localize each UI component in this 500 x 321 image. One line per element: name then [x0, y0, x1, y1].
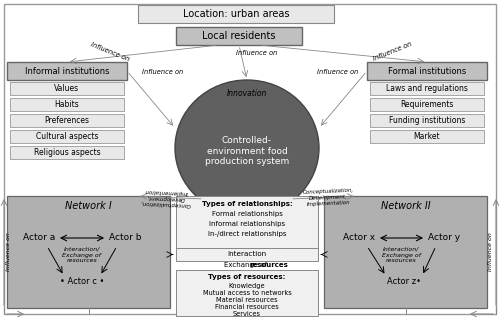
FancyBboxPatch shape — [370, 82, 484, 95]
FancyBboxPatch shape — [10, 114, 124, 127]
Text: Preferences: Preferences — [44, 116, 90, 125]
FancyBboxPatch shape — [176, 196, 318, 248]
Text: Types of resources:: Types of resources: — [208, 274, 286, 280]
Text: Interaction: Interaction — [228, 251, 266, 257]
Text: Controlled-
environment food
production system: Controlled- environment food production … — [205, 136, 289, 166]
Text: Laws and regulations: Laws and regulations — [386, 84, 468, 93]
Text: Network I: Network I — [65, 201, 112, 211]
FancyBboxPatch shape — [7, 196, 170, 308]
Text: In-/direct relationships: In-/direct relationships — [208, 231, 286, 237]
Text: Requirements: Requirements — [400, 100, 454, 109]
Text: Actor y: Actor y — [428, 233, 460, 242]
Text: Interaction/
Exchange of
resources: Interaction/ Exchange of resources — [382, 247, 421, 263]
Text: Location: urban areas: Location: urban areas — [183, 9, 289, 19]
FancyBboxPatch shape — [370, 98, 484, 111]
FancyBboxPatch shape — [176, 248, 318, 261]
Text: Formal institutions: Formal institutions — [388, 66, 466, 75]
Text: Informal institutions: Informal institutions — [25, 66, 109, 75]
FancyBboxPatch shape — [10, 82, 124, 95]
Text: • Actor c •: • Actor c • — [60, 276, 104, 285]
Text: Actor x: Actor x — [343, 233, 375, 242]
Text: Services: Services — [233, 311, 261, 317]
Text: resources: resources — [250, 262, 288, 268]
Text: Habits: Habits — [54, 100, 80, 109]
Text: Informal relationships: Informal relationships — [209, 221, 285, 227]
FancyBboxPatch shape — [176, 27, 302, 45]
Text: Values: Values — [54, 84, 80, 93]
Text: Formal relationships: Formal relationships — [212, 211, 282, 217]
Text: Conceptualization,
Development,
Implementation: Conceptualization, Development, Implemen… — [302, 188, 354, 207]
Text: Interaction/
Exchange of
resources: Interaction/ Exchange of resources — [62, 247, 102, 263]
Text: Types of relationships:: Types of relationships: — [202, 201, 292, 207]
FancyBboxPatch shape — [324, 196, 487, 308]
Text: Influence on: Influence on — [142, 69, 184, 75]
FancyBboxPatch shape — [370, 130, 484, 143]
Text: Mutual access to networks: Mutual access to networks — [202, 290, 292, 296]
FancyBboxPatch shape — [7, 62, 127, 80]
Text: Market: Market — [414, 132, 440, 141]
FancyBboxPatch shape — [370, 114, 484, 127]
Text: Actor z•: Actor z• — [387, 276, 421, 285]
Text: Knowledge: Knowledge — [228, 283, 266, 289]
FancyBboxPatch shape — [10, 130, 124, 143]
Text: Actor a: Actor a — [23, 233, 55, 242]
Text: Actor b: Actor b — [109, 233, 142, 242]
Text: Material resources: Material resources — [216, 297, 278, 303]
Text: Exchange of: Exchange of — [224, 262, 270, 268]
Ellipse shape — [175, 80, 319, 216]
Text: Funding institutions: Funding institutions — [389, 116, 465, 125]
FancyBboxPatch shape — [4, 4, 496, 314]
Text: Influence on: Influence on — [372, 40, 412, 62]
Text: Influence on: Influence on — [90, 41, 130, 63]
Text: Conceptualization,
Development,
Implementation: Conceptualization, Development, Implemen… — [140, 188, 192, 207]
FancyBboxPatch shape — [138, 5, 334, 23]
FancyBboxPatch shape — [10, 146, 124, 159]
Text: Influence on: Influence on — [488, 232, 494, 272]
Text: Influence on: Influence on — [236, 50, 278, 56]
Text: Network II: Network II — [380, 201, 430, 211]
Text: Cultural aspects: Cultural aspects — [36, 132, 98, 141]
FancyBboxPatch shape — [367, 62, 487, 80]
Text: Innovation: Innovation — [227, 90, 267, 99]
FancyBboxPatch shape — [176, 270, 318, 316]
Text: Financial resources: Financial resources — [215, 304, 279, 310]
Text: Influence on: Influence on — [318, 69, 358, 75]
Text: Influence on: Influence on — [6, 232, 12, 272]
Text: Religious aspects: Religious aspects — [34, 148, 100, 157]
Text: Local residents: Local residents — [202, 31, 276, 41]
FancyBboxPatch shape — [10, 98, 124, 111]
